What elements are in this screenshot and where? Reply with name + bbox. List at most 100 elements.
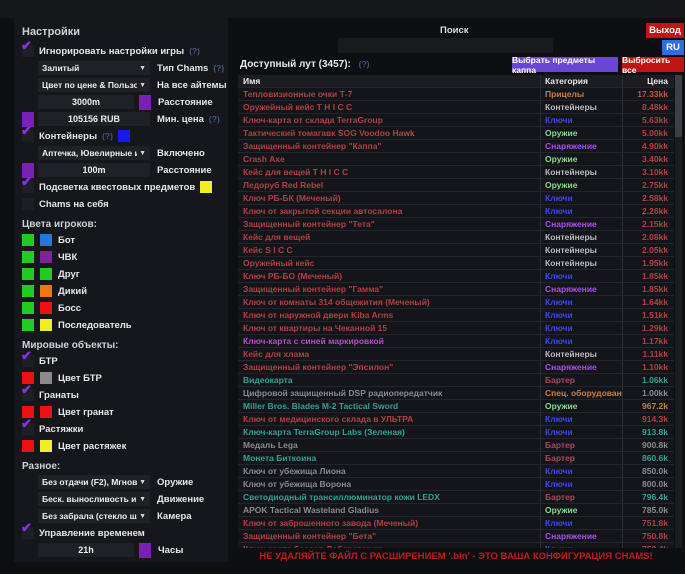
color-swatch[interactable] — [22, 285, 34, 297]
table-row[interactable]: Тактический томагавк SOG Voodoo Hawk Оруж… — [238, 127, 674, 140]
checkbox-checked[interactable]: ✔ — [21, 382, 34, 401]
table-row[interactable]: Защищенный контейнер "Бета" Снаряжение 750… — [238, 530, 674, 543]
column-header-price[interactable]: Цена — [622, 75, 674, 87]
color-swatch[interactable] — [22, 319, 34, 331]
table-row[interactable]: Ключ-карта с синей маркировкой Ключи 1.17k… — [238, 335, 674, 348]
table-row[interactable]: Светодиодный трансиллюминатор кожи LEDX Б… — [238, 491, 674, 504]
table-scrollbar[interactable] — [675, 75, 682, 548]
table-row[interactable]: Кейс для вещей Контейнеры 2.08kk — [238, 231, 674, 244]
help-hint[interactable]: (?) — [358, 59, 370, 69]
table-row[interactable]: Цифровой защищенный DSP радиопередатчик С… — [238, 387, 674, 400]
checkbox-unchecked[interactable] — [22, 198, 34, 210]
quest-color-swatch[interactable] — [200, 181, 213, 193]
table-row[interactable]: Защищенный контейнер "Эпсилон" Снаряжение… — [238, 361, 674, 374]
checkbox-checked[interactable]: ✔ — [21, 416, 34, 435]
color-swatch[interactable] — [40, 319, 52, 331]
checkbox-checked[interactable]: ✔ — [21, 174, 34, 193]
checkbox-checked[interactable]: ✔ — [21, 348, 34, 367]
color-swatch[interactable] — [22, 440, 34, 452]
column-header-name[interactable]: Имя — [243, 76, 261, 86]
help-hint[interactable]: (?) — [208, 114, 220, 124]
color-swatch[interactable] — [22, 268, 34, 280]
exit-button[interactable]: Выход — [646, 23, 684, 38]
table-row[interactable]: Ключ РБ-БО (Меченый) Ключи 1.85kk — [238, 270, 674, 283]
table-row[interactable]: Ключ от закрытой секции автосалона Ключи 2… — [238, 205, 674, 218]
table-row[interactable]: Ключ-карта TerraGroup Labs (Зеленая) Ключ… — [238, 426, 674, 439]
discard-all-button[interactable]: Выбросить все — [622, 55, 684, 75]
table-row[interactable]: Кейс для вещей T H I C C Контейнеры 3.10kk — [238, 166, 674, 179]
table-row[interactable]: Ключ от медицинского склада в УЛЬТРА Ключ… — [238, 413, 674, 426]
color-swatch[interactable] — [40, 302, 52, 314]
loot-distance-input[interactable]: 100m — [38, 163, 150, 177]
table-row[interactable]: Ключ от заброшенного завода (Меченый) Клю… — [238, 517, 674, 530]
table-row[interactable]: Монета Биткоина Бартер 860.6k — [238, 452, 674, 465]
language-button[interactable]: RU — [662, 40, 684, 55]
weapon-dropdown[interactable]: Без отдачи (F2), Мгновенное п ▼ — [38, 475, 150, 489]
setting-chams-self[interactable]: Chams на себя — [14, 197, 228, 211]
camera-dropdown[interactable]: Без забрала (стекло шлема) ▼ — [38, 509, 150, 523]
setting-time-control[interactable]: ✔ Управление временем — [14, 520, 228, 540]
color-swatch[interactable] — [22, 406, 34, 418]
min-price-color-swatch[interactable] — [22, 111, 34, 127]
setting-tripwires[interactable]: ✔ Растяжки — [14, 416, 228, 436]
hours-color-swatch[interactable] — [139, 542, 151, 558]
distance-color-swatch[interactable] — [139, 94, 151, 110]
color-swatch[interactable] — [40, 372, 52, 384]
table-row[interactable]: Защищенный контейнер "Каппа" Снаряжение 4.… — [238, 140, 674, 153]
loot-distance-color-swatch[interactable] — [22, 162, 34, 178]
color-swatch[interactable] — [40, 251, 52, 263]
table-row[interactable]: Защищенный контейнер "Тета" Снаряжение 2.1… — [238, 218, 674, 231]
setting-grenades[interactable]: ✔ Гранаты — [14, 382, 228, 402]
table-row[interactable]: Медаль Lega Бартер 900.8k — [238, 439, 674, 452]
help-hint[interactable]: (?) — [213, 63, 225, 73]
table-row[interactable]: Ключ-карта боссов ЛабораторииКлючи750.4k — [238, 543, 674, 548]
checkbox-checked[interactable]: ✔ — [21, 38, 34, 57]
table-row[interactable]: Ключ от комнаты 314 общежития (Меченый) К… — [238, 296, 674, 309]
color-swatch[interactable] — [40, 285, 52, 297]
table-row[interactable]: Защищенный контейнер "Гамма" Снаряжение 1.… — [238, 283, 674, 296]
containers-color-swatch[interactable] — [117, 130, 130, 142]
color-swatch[interactable] — [40, 406, 52, 418]
table-row[interactable]: Тепловизионные очки Т-7 Прицелы 17.33kk — [238, 88, 674, 101]
table-row[interactable]: Ключ от наружной двери Kiba Arms Ключи 1.5… — [238, 309, 674, 322]
distance-input[interactable]: 3000m — [38, 95, 134, 109]
help-hint[interactable]: (?) — [189, 46, 200, 56]
table-row[interactable]: Оружейный кейс T H I C C Контейнеры 8.48kk — [238, 101, 674, 114]
color-swatch[interactable] — [22, 251, 34, 263]
table-row[interactable]: Miller Bros. Blades M-2 Tactical Sword Ор… — [238, 400, 674, 413]
table-row[interactable]: Ключ от квартиры на Чеканной 15 Ключи 1.29… — [238, 322, 674, 335]
table-row[interactable]: Кейс S I C C Контейнеры 2.05kk — [238, 244, 674, 257]
color-swatch[interactable] — [22, 302, 34, 314]
table-row[interactable]: Оружейный кейс Контейнеры 1.95kk — [238, 257, 674, 270]
loot-filter-dropdown[interactable]: Аптечка, Ювелирные и... ▼ — [38, 146, 150, 160]
hours-input[interactable]: 21h — [38, 543, 134, 557]
color-mode-dropdown[interactable]: Цвет по цене & Пользователь ▼ — [38, 78, 150, 92]
chams-type-dropdown[interactable]: Залитый ▼ — [38, 61, 150, 75]
color-swatch[interactable] — [40, 440, 52, 452]
setting-quest-items[interactable]: ✔ Подсветка квестовых предметов — [14, 174, 228, 194]
select-kappa-button[interactable]: Выбрать предметы каппа — [512, 55, 618, 75]
table-row[interactable]: Ключ-карта от склада TerraGroup Ключи 5.63… — [238, 114, 674, 127]
table-row[interactable]: Ключ РБ-БК (Меченый) Ключи 2.58kk — [238, 192, 674, 205]
table-row[interactable]: Ключ от убежища Лиона Ключи 850.0k — [238, 465, 674, 478]
color-swatch[interactable] — [40, 234, 52, 246]
help-hint[interactable]: (?) — [102, 131, 113, 141]
movement-dropdown[interactable]: Беск. выносливость и нет уста ▼ — [38, 492, 150, 506]
setting-btr[interactable]: ✔ БТР — [14, 348, 228, 368]
checkbox-checked[interactable]: ✔ — [21, 123, 34, 142]
table-row[interactable]: Кейс для хлама Контейнеры 1.11kk — [238, 348, 674, 361]
setting-containers[interactable]: ✔ Контейнеры (?) — [14, 123, 228, 143]
min-price-input[interactable]: 105156 RUB — [38, 112, 150, 126]
table-row[interactable]: Crash Axe Оружие 3.40kk — [238, 153, 674, 166]
table-row[interactable]: Ключ от убежища Ворона Ключи 800.0k — [238, 478, 674, 491]
table-row[interactable]: Ледоруб Red Rebel Оружие 2.75kk — [238, 179, 674, 192]
column-header-category[interactable]: Категория — [540, 75, 622, 87]
checkbox-checked[interactable]: ✔ — [21, 520, 34, 539]
color-swatch[interactable] — [40, 268, 52, 280]
search-input[interactable] — [338, 38, 553, 53]
table-row[interactable]: Видеокарта Бартер 1.06kk — [238, 374, 674, 387]
setting-ignore-game[interactable]: ✔ Игнорировать настройки игры (?) — [14, 38, 228, 58]
scrollbar-thumb[interactable] — [675, 75, 682, 137]
table-row[interactable]: APOK Tactical Wasteland Gladius Оружие 785… — [238, 504, 674, 517]
color-swatch[interactable] — [22, 234, 34, 246]
